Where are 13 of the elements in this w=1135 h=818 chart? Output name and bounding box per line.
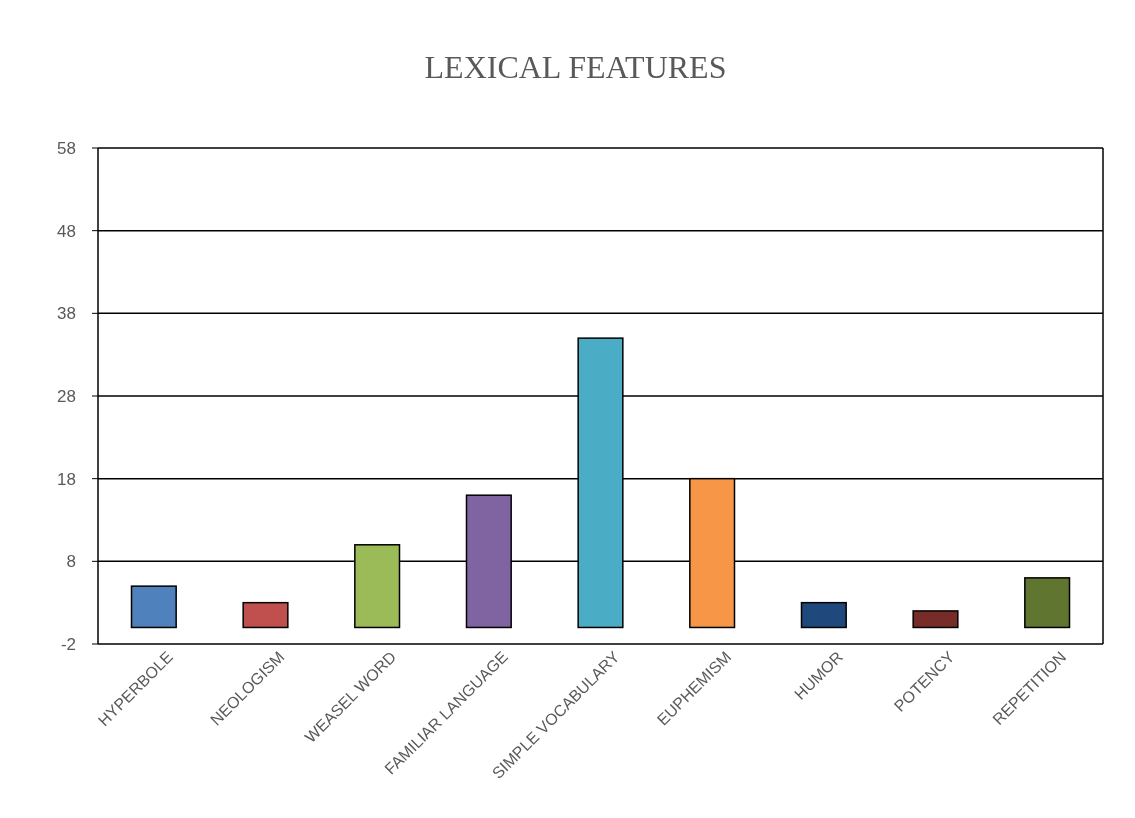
y-tick-label: 18 [57, 469, 76, 489]
bar [1024, 577, 1071, 629]
bar [130, 585, 177, 629]
y-tick-label: 48 [57, 221, 76, 241]
y-tick-label: 8 [66, 552, 76, 572]
chart-title: LEXICAL FEATURES [424, 49, 727, 85]
bar [912, 610, 959, 629]
bar [242, 601, 289, 629]
bar [800, 601, 847, 629]
y-tick-label: 28 [57, 386, 76, 406]
y-tick-label: 58 [57, 138, 76, 158]
y-tick-label: 38 [57, 304, 76, 324]
y-tick-label: -2 [60, 634, 76, 654]
